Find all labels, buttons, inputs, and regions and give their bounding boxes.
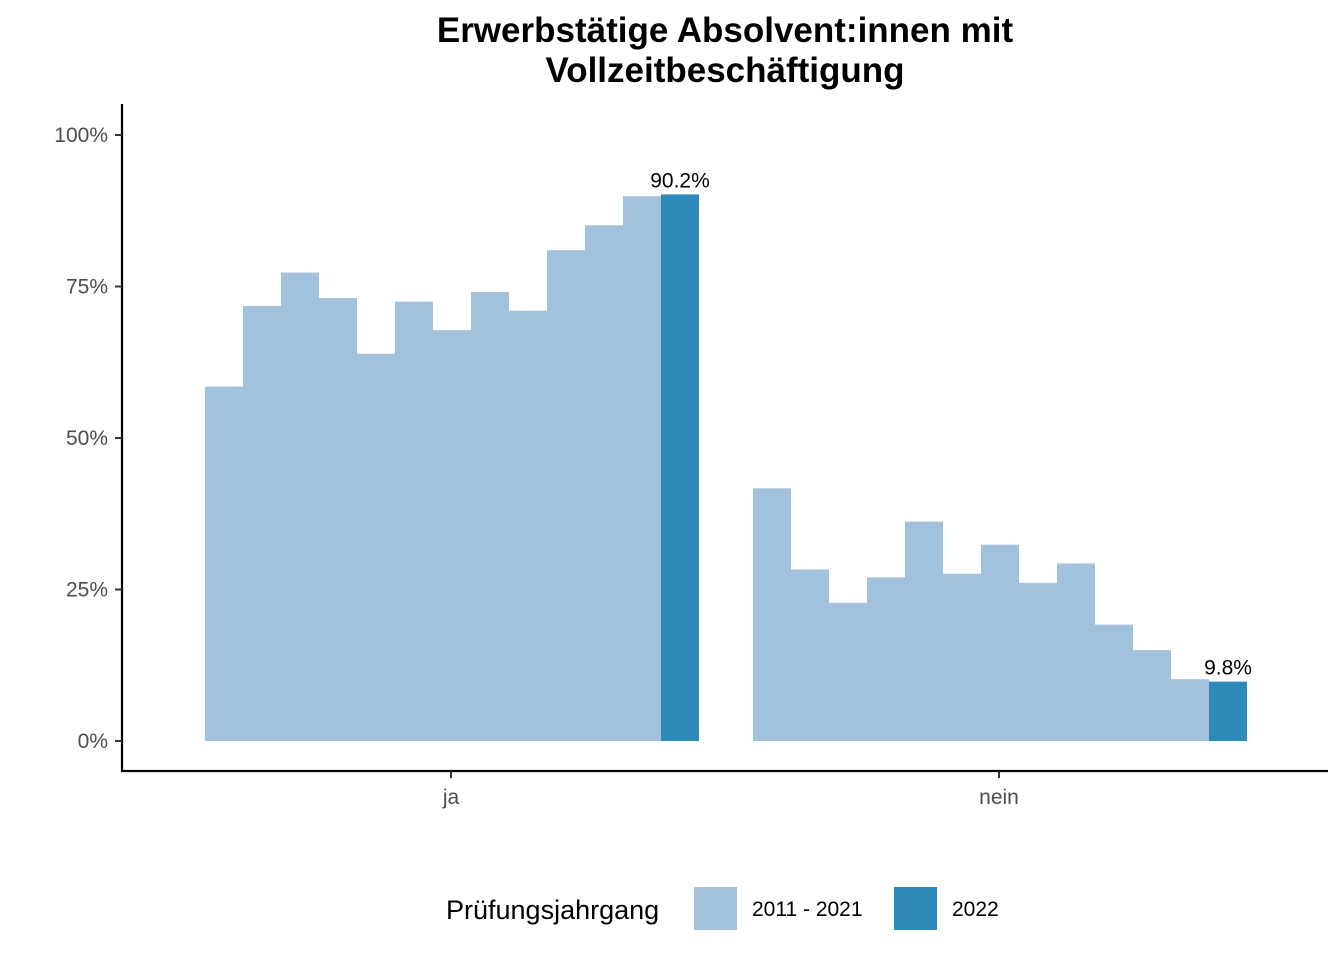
y-tick-label-3: 75% xyxy=(66,276,108,299)
chart-title-line-2: Vollzeitbeschäftigung xyxy=(545,51,904,90)
y-tick-label-1: 25% xyxy=(66,579,108,602)
chart-title-line-1: Erwerbstätige Absolvent:innen mit xyxy=(437,11,1014,50)
bars-layer xyxy=(205,194,1247,741)
bar-nein-s0-0 xyxy=(753,488,791,741)
bar-ja-s0-11 xyxy=(623,196,661,741)
bar-nein-s0-8 xyxy=(1057,563,1095,741)
legend-label-0: 2011 - 2021 xyxy=(752,898,863,921)
y-tick-label-4: 100% xyxy=(54,124,108,147)
x-axis: ja nein xyxy=(121,769,1328,809)
bar-ja-s0-8 xyxy=(509,310,547,741)
bar-nein-s0-6 xyxy=(981,544,1019,741)
chart-title: Erwerbstätige Absolvent:innen mit Vollze… xyxy=(437,11,1014,90)
y-tick-label-2: 50% xyxy=(66,427,108,450)
bar-ja-s0-1 xyxy=(243,305,281,741)
legend-key-0 xyxy=(694,887,737,930)
legend-label-1: 2022 xyxy=(952,898,999,921)
bar-nein-s0-3 xyxy=(867,577,905,741)
y-axis: 0% 25% 50% 75% 100% xyxy=(54,104,124,772)
bar-nein-s0-11 xyxy=(1171,679,1209,741)
bar-nein-s0-4 xyxy=(905,521,943,741)
data-labels-layer: 90.2% 9.8% xyxy=(650,169,1252,679)
bar-ja-s0-2 xyxy=(281,272,319,741)
legend-key-1 xyxy=(894,887,937,930)
legend: Prüfungsjahrgang 2011 - 2021 2022 xyxy=(446,887,999,930)
bar-ja-s0-6 xyxy=(433,330,471,741)
bar-ja-s0-0 xyxy=(205,386,243,741)
bar-ja-s0-5 xyxy=(395,301,433,741)
bar-ja-s0-7 xyxy=(471,291,509,741)
bar-nein-s0-7 xyxy=(1019,582,1057,741)
bar-ja-s0-4 xyxy=(357,353,395,741)
x-tick-label-nein: nein xyxy=(979,786,1019,809)
legend-title: Prüfungsjahrgang xyxy=(446,895,659,925)
data-label-ja: 90.2% xyxy=(650,169,710,192)
bar-ja-s1-0 xyxy=(661,194,699,741)
bar-nein-s1-0 xyxy=(1209,681,1247,741)
bar-nein-s0-2 xyxy=(829,602,867,741)
bar-nein-s0-9 xyxy=(1095,624,1133,741)
y-tick-label-0: 0% xyxy=(78,730,108,753)
bar-ja-s0-3 xyxy=(319,298,357,741)
bar-ja-s0-10 xyxy=(585,225,623,741)
bar-nein-s0-10 xyxy=(1133,650,1171,741)
x-tick-label-ja: ja xyxy=(442,786,460,809)
bar-nein-s0-5 xyxy=(943,573,981,741)
bar-ja-s0-9 xyxy=(547,250,585,741)
bar-nein-s0-1 xyxy=(791,569,829,741)
data-label-nein: 9.8% xyxy=(1204,657,1252,680)
